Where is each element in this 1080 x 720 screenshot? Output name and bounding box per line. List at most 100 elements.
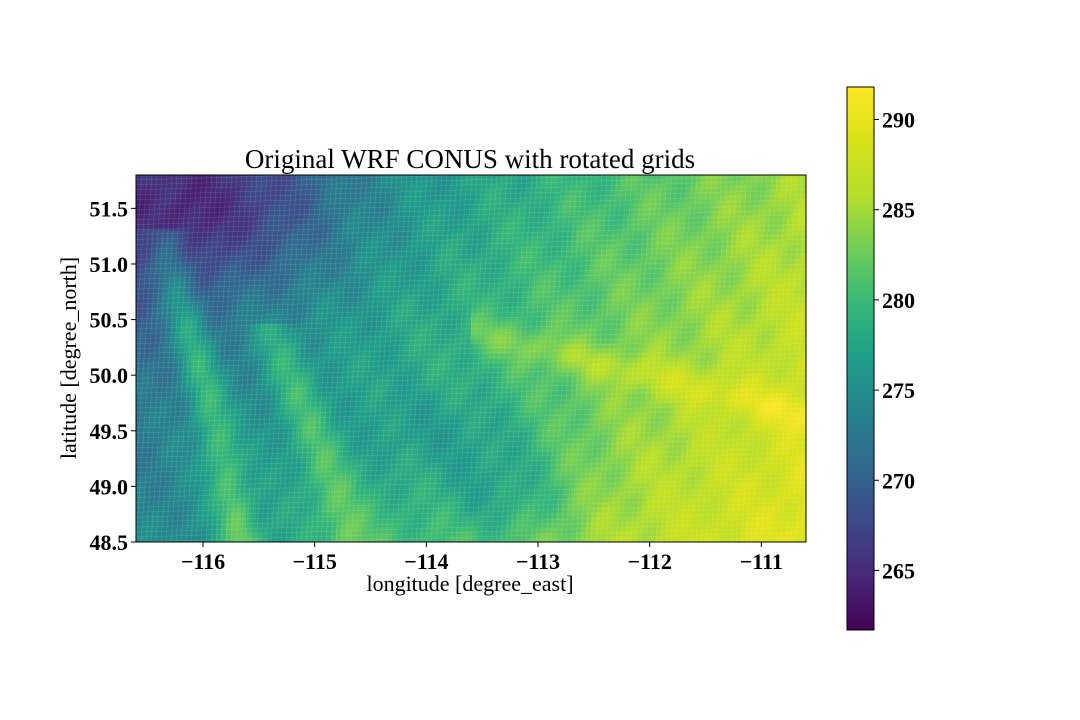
heatmap-cell: [156, 472, 162, 479]
heatmap-cell: [326, 279, 332, 285]
heatmap-cell: [316, 209, 322, 216]
heatmap-cell: [141, 264, 147, 270]
heatmap-cell: [241, 328, 247, 335]
heatmap-cell: [341, 442, 347, 449]
heatmap-cell: [411, 239, 417, 245]
heatmap-cell: [426, 303, 432, 310]
heatmap-cell: [461, 279, 467, 285]
heatmap-cell: [296, 467, 302, 474]
heatmap-cell: [136, 492, 142, 498]
heatmap-cell: [196, 259, 202, 265]
heatmap-cell: [326, 323, 332, 330]
heatmap-cell: [246, 492, 252, 498]
heatmap-cell: [266, 229, 272, 236]
heatmap-cell: [301, 348, 307, 355]
heatmap-cell: [306, 318, 312, 325]
heatmap-cell: [191, 378, 197, 384]
heatmap-cell: [271, 457, 277, 464]
heatmap-cell: [396, 194, 402, 201]
heatmap-cell: [276, 462, 282, 469]
heatmap-cell: [391, 199, 397, 206]
heatmap-cell: [346, 298, 352, 305]
heatmap-cell: [446, 442, 452, 449]
heatmap-cell: [311, 179, 317, 186]
heatmap-cell: [361, 457, 367, 464]
heatmap-cell: [141, 378, 147, 384]
heatmap-cell: [451, 482, 457, 488]
heatmap-cell: [361, 358, 367, 364]
heatmap-cell: [241, 298, 247, 305]
heatmap-cell: [331, 338, 337, 345]
heatmap-cell: [466, 532, 472, 538]
heatmap-cell: [321, 338, 327, 345]
heatmap-cell: [416, 328, 422, 335]
heatmap-cell: [356, 234, 362, 240]
heatmap-cell: [221, 512, 227, 518]
heatmap-cell: [181, 229, 187, 236]
heatmap-cell: [221, 452, 227, 459]
heatmap-cell: [236, 477, 242, 483]
heatmap-cell: [221, 422, 227, 429]
heatmap-cell: [256, 175, 262, 181]
heatmap-cell: [466, 472, 472, 479]
heatmap-cell: [296, 308, 302, 315]
heatmap-cell: [251, 517, 257, 523]
heatmap-cell: [196, 432, 202, 439]
heatmap-cell: [456, 269, 462, 275]
heatmap-cell: [421, 179, 427, 186]
heatmap-cell: [231, 462, 237, 469]
heatmap-cell: [441, 199, 447, 206]
heatmap-cell: [466, 175, 472, 181]
heatmap-cell: [441, 209, 447, 216]
heatmap-cell: [446, 472, 452, 479]
heatmap-cell: [166, 462, 172, 469]
heatmap-cell: [221, 343, 227, 350]
heatmap-cell: [416, 383, 422, 389]
heatmap-cell: [211, 517, 217, 523]
heatmap-cell: [246, 502, 252, 508]
heatmap-cell: [246, 532, 252, 538]
heatmap-cell: [271, 487, 277, 493]
heatmap-cell: [341, 259, 347, 265]
heatmap-cell: [141, 224, 147, 231]
heatmap-cell: [266, 418, 272, 424]
heatmap-cell: [226, 373, 232, 379]
heatmap-cell: [386, 289, 392, 295]
heatmap-cell: [376, 214, 382, 221]
heatmap-cell: [196, 497, 202, 503]
heatmap-cell: [356, 358, 362, 364]
heatmap-cell: [416, 323, 422, 330]
heatmap-cell: [391, 373, 397, 379]
heatmap-cell: [356, 388, 362, 394]
heatmap-cell: [416, 209, 422, 216]
heatmap-cell: [411, 269, 417, 275]
heatmap-cell: [366, 338, 372, 345]
heatmap-cell: [281, 199, 287, 206]
heatmap-cell: [406, 308, 412, 315]
heatmap-cell: [311, 189, 317, 196]
heatmap-cell: [171, 383, 177, 389]
heatmap-cell: [306, 189, 312, 196]
heatmap-cell: [446, 427, 452, 434]
heatmap-cell: [281, 184, 287, 191]
heatmap-cell: [466, 199, 472, 206]
heatmap-cell: [216, 323, 222, 330]
heatmap-cell: [146, 175, 152, 181]
heatmap-cell: [266, 363, 272, 369]
heatmap-cell: [206, 393, 212, 399]
heatmap-cell: [176, 532, 182, 538]
heatmap-cell: [236, 487, 242, 493]
heatmap-cell: [366, 487, 372, 493]
heatmap-cell: [456, 517, 462, 523]
heatmap-cell: [471, 224, 477, 231]
heatmap-cell: [316, 353, 322, 359]
heatmap-cell: [311, 452, 317, 459]
heatmap-cell: [136, 189, 142, 196]
heatmap-cell: [276, 184, 282, 191]
heatmap-cell: [301, 373, 307, 379]
heatmap-cell: [196, 467, 202, 474]
heatmap-cell: [151, 393, 157, 399]
heatmap-cell: [471, 353, 477, 359]
heatmap-cell: [231, 224, 237, 231]
heatmap-cell: [236, 462, 242, 469]
